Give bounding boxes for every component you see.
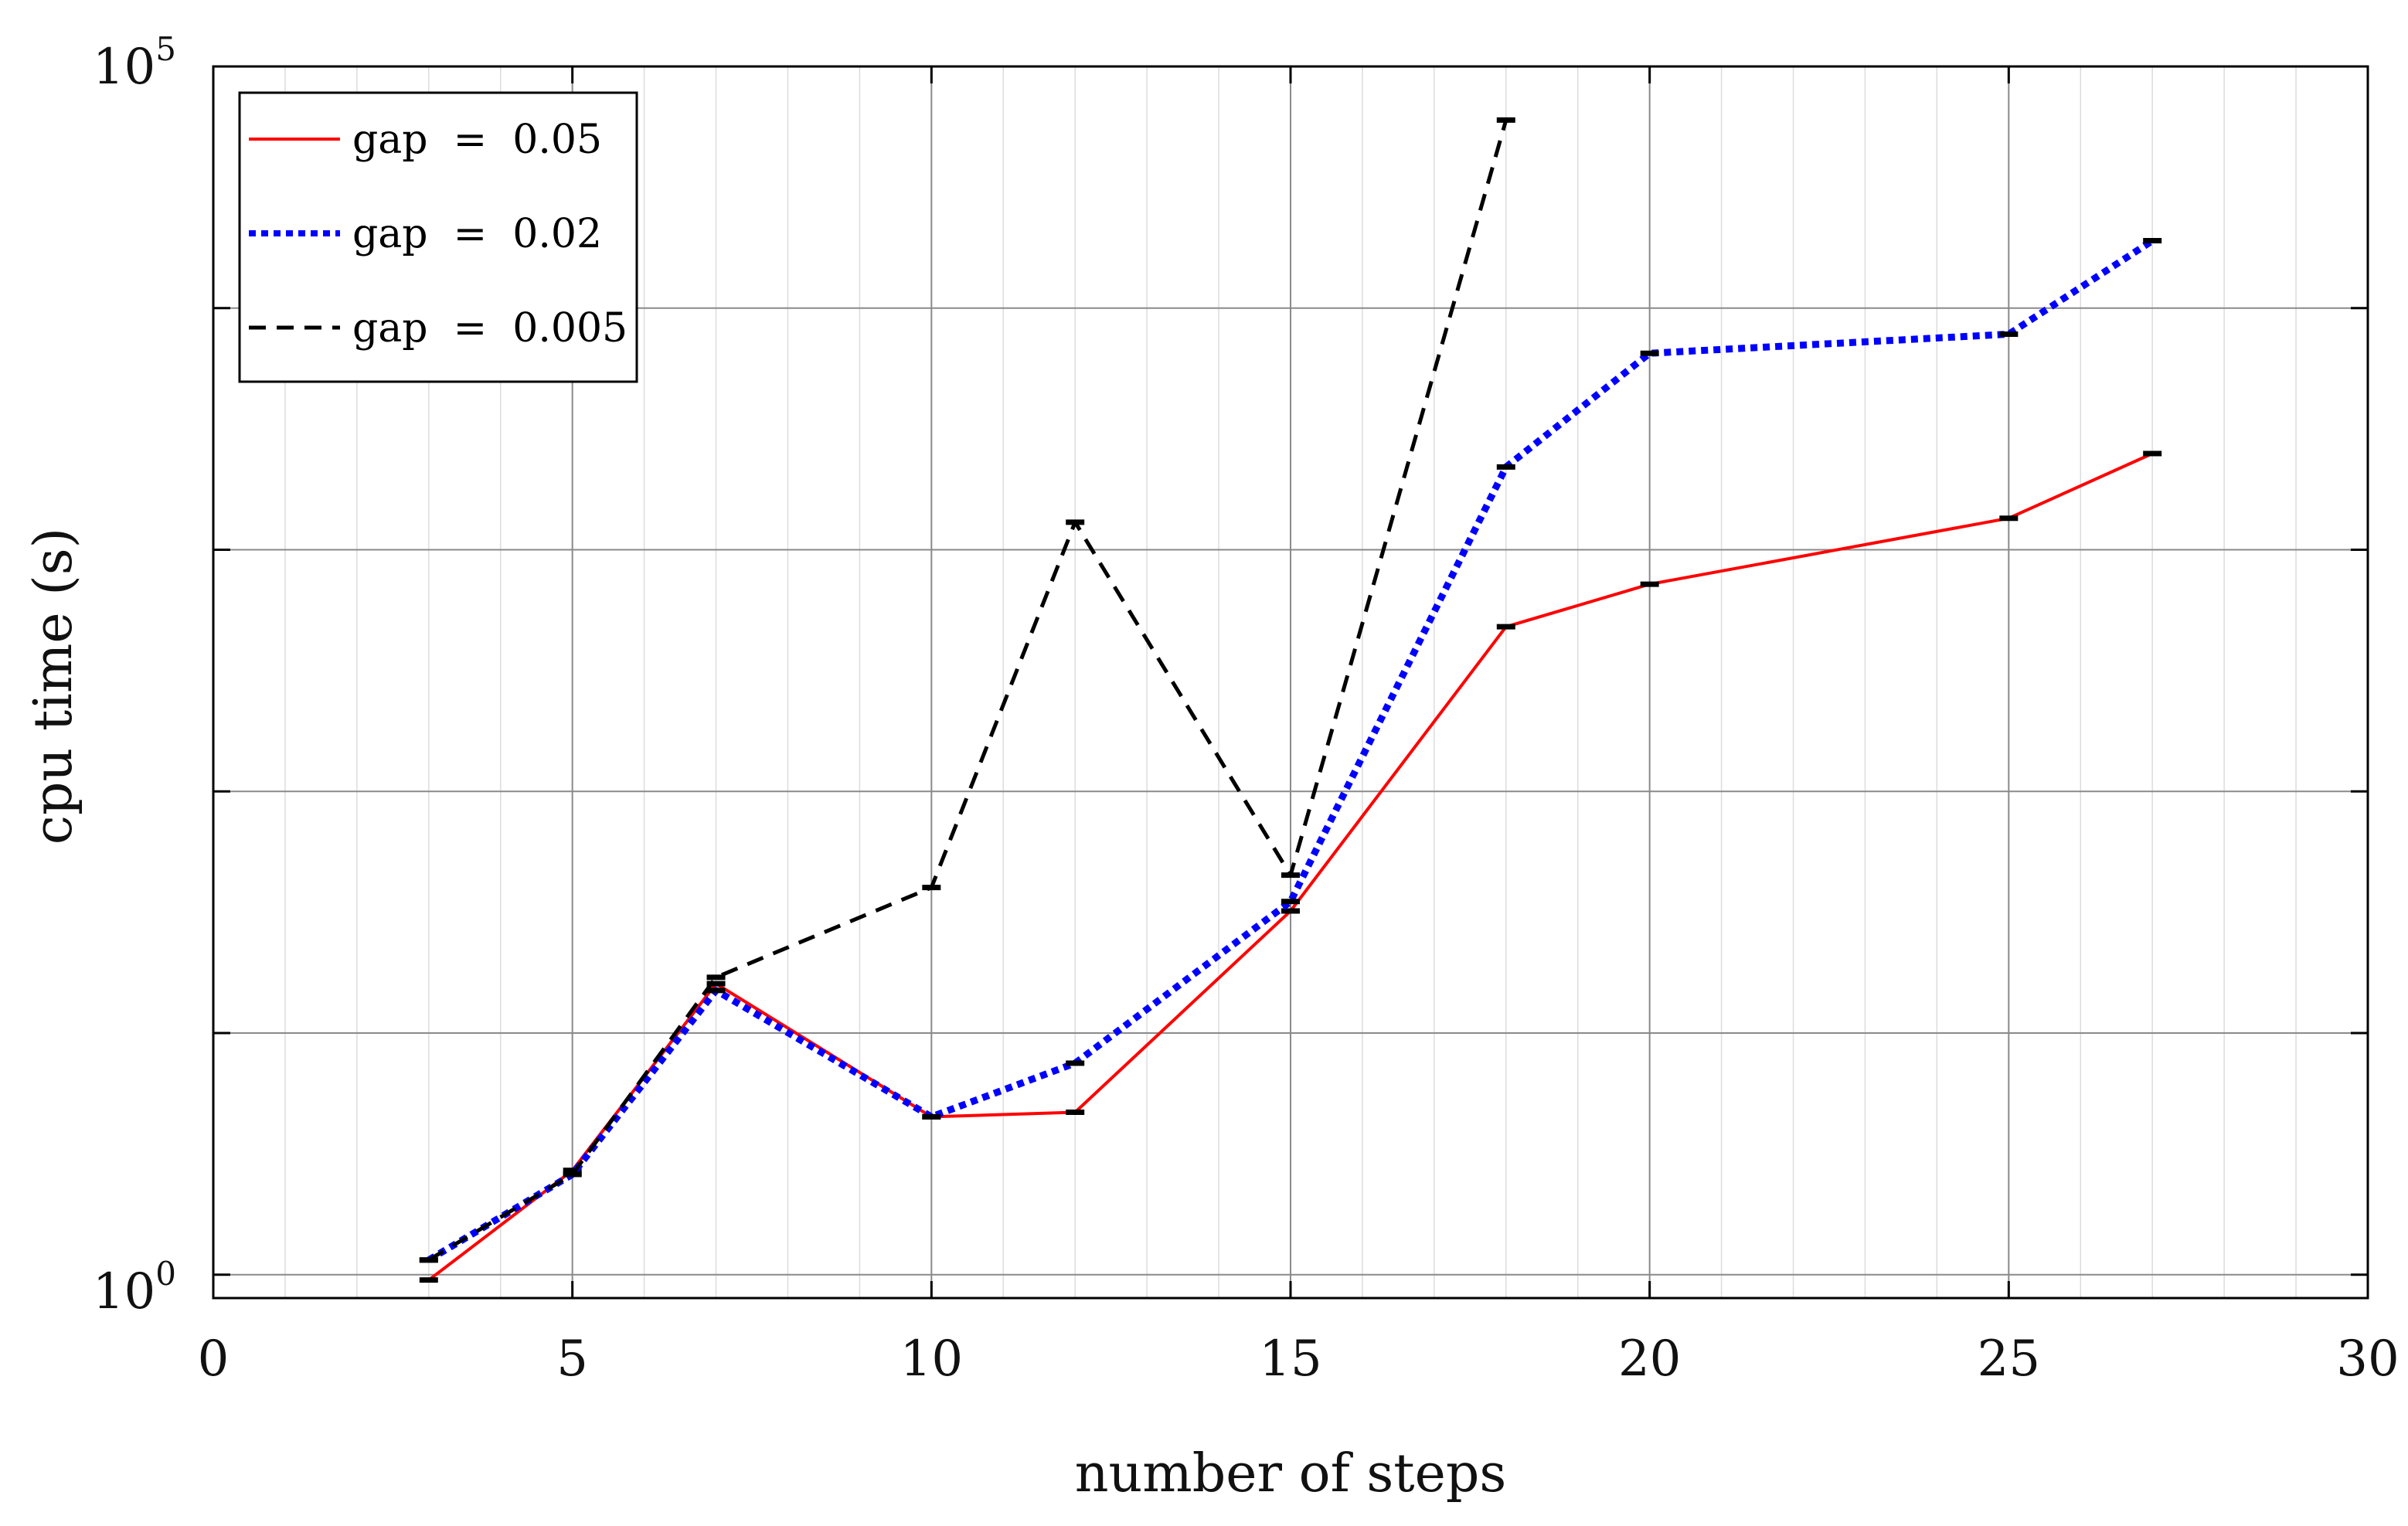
legend-label-gap-0005: gap = 0.005 xyxy=(352,305,628,352)
y-tick-exp-bottom: 0 xyxy=(155,1255,176,1293)
x-tick-label: 25 xyxy=(1978,1331,2040,1388)
legend-item-gap-002: gap = 0.02 xyxy=(249,211,602,257)
legend-label-gap-002: gap = 0.02 xyxy=(352,211,602,257)
y-tick-exp-top: 5 xyxy=(155,30,176,68)
x-tick-label: 20 xyxy=(1618,1331,1681,1388)
legend-item-gap-0005: gap = 0.005 xyxy=(249,305,628,352)
y-tick-labels: 100 105 xyxy=(93,30,176,1320)
x-tick-label: 10 xyxy=(900,1331,963,1388)
x-tick-label: 5 xyxy=(556,1331,588,1388)
x-axis-title: number of steps xyxy=(1075,1443,1507,1504)
x-tick-label: 0 xyxy=(198,1331,230,1388)
axis-ticks xyxy=(212,65,2369,1298)
major-grid xyxy=(213,66,2368,1298)
y-tick-label-bottom: 100 xyxy=(93,1255,176,1320)
legend: gap = 0.05 gap = 0.02 gap = 0.005 xyxy=(238,91,638,383)
series-layer xyxy=(419,117,2162,1283)
x-tick-label: 15 xyxy=(1259,1331,1321,1388)
y-axis-title: cpu time (s) xyxy=(23,528,84,845)
x-tick-label: 30 xyxy=(2336,1331,2399,1388)
legend-label-gap-005: gap = 0.05 xyxy=(352,117,602,163)
series-3 xyxy=(419,117,1515,1263)
legend-box xyxy=(238,91,638,383)
series-line xyxy=(427,237,2155,1263)
y-tick-base-top: 10 xyxy=(93,39,155,96)
legend-item-gap-005: gap = 0.05 xyxy=(249,117,602,163)
y-tick-base-bottom: 10 xyxy=(93,1263,155,1320)
x-tick-labels: 0 5 10 15 20 25 30 xyxy=(198,1331,2399,1388)
y-tick-label-top: 105 xyxy=(93,30,176,96)
